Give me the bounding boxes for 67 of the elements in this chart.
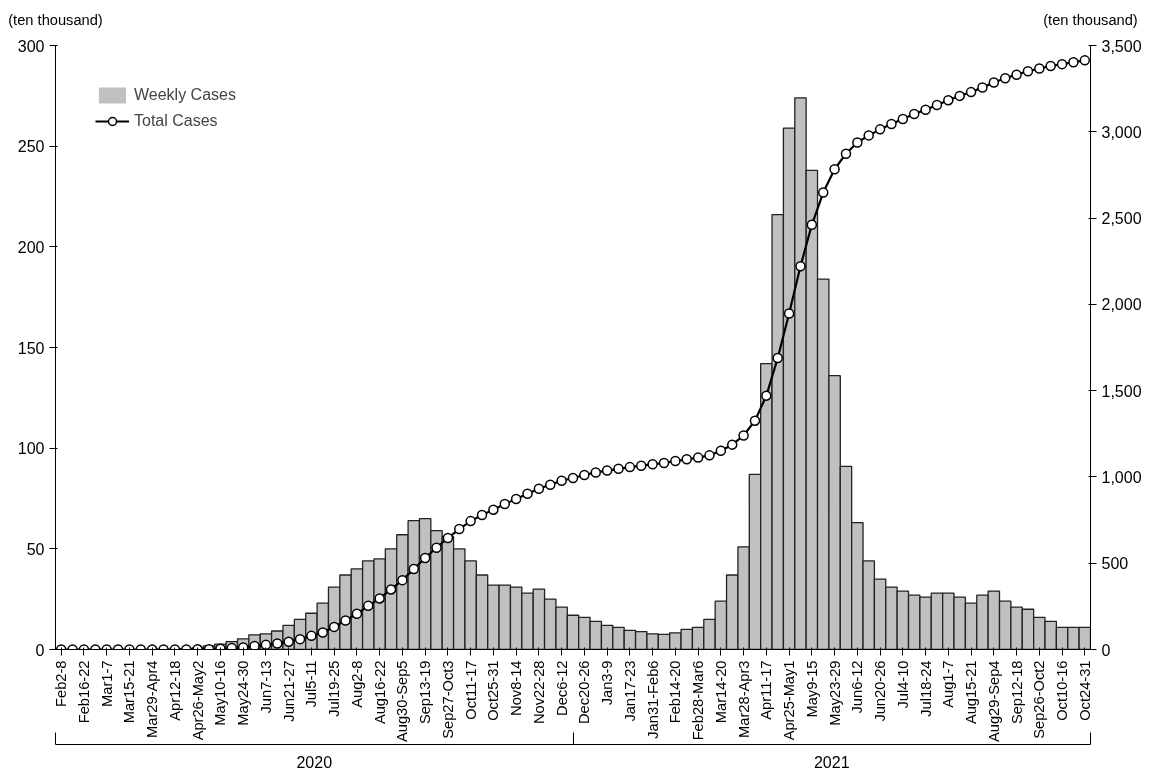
x-tick-label: Oct10-16 — [1054, 660, 1071, 721]
x-tick-label: Sep27-Oct3 — [439, 660, 456, 739]
x-tick-label: Jan31-Feb6 — [644, 660, 661, 739]
x-tick-label: Sep13-19 — [417, 660, 434, 725]
legend-label: Total Cases — [134, 112, 218, 130]
x-tick-label: Jul18-24 — [917, 660, 934, 717]
x-tick-label: Jan3-9 — [599, 660, 616, 706]
legend-label: Weekly Cases — [134, 86, 236, 104]
x-tick-label: Mar1-7 — [98, 660, 115, 707]
y-tick-label: 0 — [35, 641, 45, 659]
x-tick-label: Apr12-18 — [166, 660, 183, 721]
x-tick-label: Dec20-26 — [576, 660, 593, 725]
y2-tick-label: 2,500 — [1101, 210, 1142, 228]
x-tick-label: Feb28-Mar6 — [690, 660, 707, 741]
y2-tick-label: 3,500 — [1101, 37, 1142, 55]
x-tick-label: Jul5-11 — [303, 660, 320, 708]
y2-tick-label: 2,000 — [1101, 296, 1142, 314]
x-tick-label: Mar29-Apr4 — [144, 660, 161, 738]
y-tick-label: 300 — [17, 37, 45, 55]
text: 2021 — [813, 753, 850, 771]
x-tick-label: Apr11-17 — [758, 660, 775, 720]
x-tick-label: Aug1-7 — [940, 660, 957, 708]
x-tick-label: Aug16-22 — [371, 660, 388, 725]
x-tick-label: Jul4-10 — [894, 660, 911, 709]
x-tick-label: Aug2-8 — [348, 660, 365, 708]
y-tick-label: 250 — [17, 138, 45, 156]
x-tick-label: Aug15-21 — [963, 660, 980, 725]
y2-tick-label: 500 — [1101, 555, 1129, 573]
x-tick-label: Jun21-27 — [280, 660, 297, 722]
x-tick-label: Aug30-Sep5 — [394, 660, 411, 742]
x-tick-label: Feb14-20 — [667, 660, 684, 724]
x-tick-label: Feb2-8 — [53, 660, 70, 707]
x-tick-label: Jun6-12 — [849, 660, 866, 714]
x-tick-label: Jan17-23 — [621, 660, 638, 722]
x-tick-label: May23-29 — [826, 660, 843, 726]
x-tick-label: Dec6-12 — [553, 660, 570, 716]
y-tick-label: 50 — [26, 540, 45, 558]
x-tick-label: Sep26-Oct2 — [1031, 660, 1048, 739]
y2-tick-label: 3,000 — [1101, 123, 1142, 141]
x-tick-label: Apr25-May1 — [781, 660, 798, 741]
x-tick-label: Mar14-20 — [712, 660, 729, 724]
x-tick-label: Nov22-28 — [530, 660, 547, 725]
y-tick-label: 150 — [17, 339, 45, 357]
y2-tick-label: 0 — [1101, 641, 1111, 659]
x-tick-label: May9-15 — [803, 660, 820, 718]
x-tick-label: Jun20-26 — [872, 660, 889, 722]
x-tick-label: Jun7-13 — [257, 660, 274, 714]
x-tick-label: Mar15-21 — [121, 660, 138, 724]
x-tick-label: May10-16 — [212, 660, 229, 726]
x-tick-label: Jul19-25 — [326, 660, 343, 717]
x-tick-label: Apr26-May2 — [189, 660, 206, 741]
x-tick-label: Sep12-18 — [1008, 660, 1025, 725]
x-tick-label: Aug29-Sep4 — [985, 660, 1002, 742]
x-tick-label: Oct11-17 — [462, 660, 479, 720]
text: 2020 — [296, 753, 333, 771]
y-axis-title: (ten thousand) — [8, 11, 103, 28]
x-tick-label: May24-30 — [235, 660, 252, 726]
y-tick-label: 200 — [17, 238, 45, 256]
x-tick-label: Oct25-31 — [485, 660, 502, 721]
x-tick-label: Nov8-14 — [508, 660, 525, 716]
x-tick-label: Feb16-22 — [75, 660, 92, 724]
x-tick-label: Mar28-Apr3 — [735, 660, 752, 738]
y2-tick-label: 1,500 — [1101, 382, 1142, 400]
x-tick-label: Oct24-31 — [1076, 660, 1093, 721]
y2-tick-label: 1,000 — [1101, 468, 1142, 486]
y-tick-label: 100 — [17, 440, 45, 458]
y2-axis-title: (ten thousand) — [1043, 11, 1138, 28]
